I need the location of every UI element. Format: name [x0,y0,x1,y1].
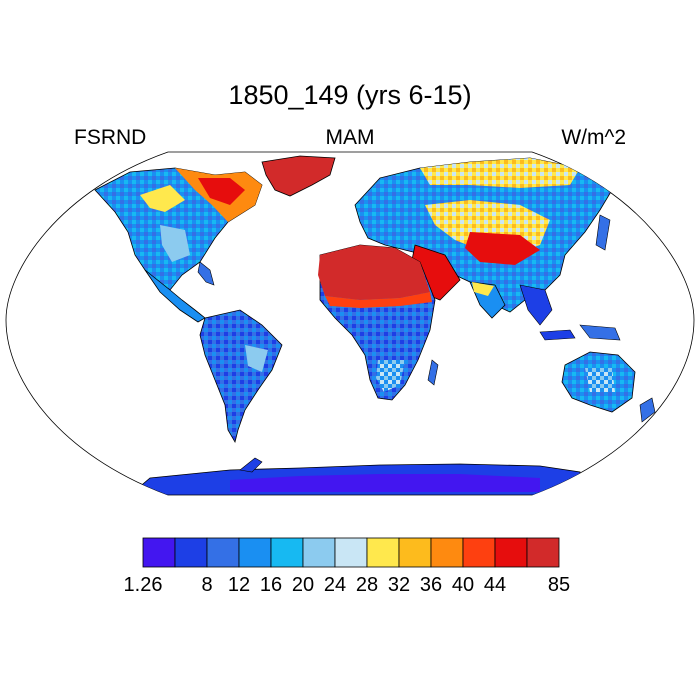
north-america-yellow [140,185,185,212]
antarctica-interior [230,474,540,492]
sahara-red [318,245,430,300]
colorbar-tick-label: 24 [323,574,347,596]
colorbar-box [366,537,400,568]
colorbar-box [526,537,560,568]
north-america-north-hot [198,178,245,205]
japan [595,214,611,251]
new-zealand [639,397,656,423]
india-yellow [472,282,494,296]
north-america-lightblue [160,225,190,262]
colorbar-tick-label: 32 [387,574,411,596]
indonesia-2 [579,324,621,341]
colorbar-tick-label: 16 [259,574,283,596]
tibet-red [465,232,540,265]
colorbar-box [430,537,464,568]
south-america-lightblue [245,345,268,372]
colorbar-box [206,537,240,568]
colorbar-tick-label: 1.26 [123,574,163,596]
colorbar-box [238,537,272,568]
season-label: MAM [325,126,375,149]
colorbar-box [462,537,496,568]
colorbar-box [270,537,304,568]
sahel-orange [325,292,432,308]
colorbar-box [174,537,208,568]
colorbar-tick-label: 8 [201,574,213,596]
colorbar-box [142,537,176,568]
colorbar-tick-label: 20 [291,574,315,596]
colorbar-box [334,537,368,568]
colorbar-tick-label: 85 [547,574,571,596]
south-america [199,309,283,444]
colorbar-box [302,537,336,568]
colorbar-tick-label: 44 [483,574,507,596]
colorbar-tick-label: 28 [355,574,379,596]
colorbar-tick-label: 36 [419,574,443,596]
indonesia-1 [539,329,576,341]
florida [197,261,215,286]
colorbar-tick-label: 40 [451,574,475,596]
variable-label: FSRND [74,126,147,149]
colorbar-tick-label: 12 [227,574,251,596]
colorbar-box [398,537,432,568]
units-label: W/m^2 [561,126,626,149]
madagascar [427,359,439,386]
map-title: 1850_149 (yrs 6-15) [228,80,472,110]
siberia-yellow [420,158,580,188]
australia-light [585,368,615,392]
southern-africa-light [376,360,405,392]
antarctica-peninsula [239,457,263,473]
indochina [519,284,553,326]
greenland [261,155,336,197]
colorbar-box [494,537,528,568]
